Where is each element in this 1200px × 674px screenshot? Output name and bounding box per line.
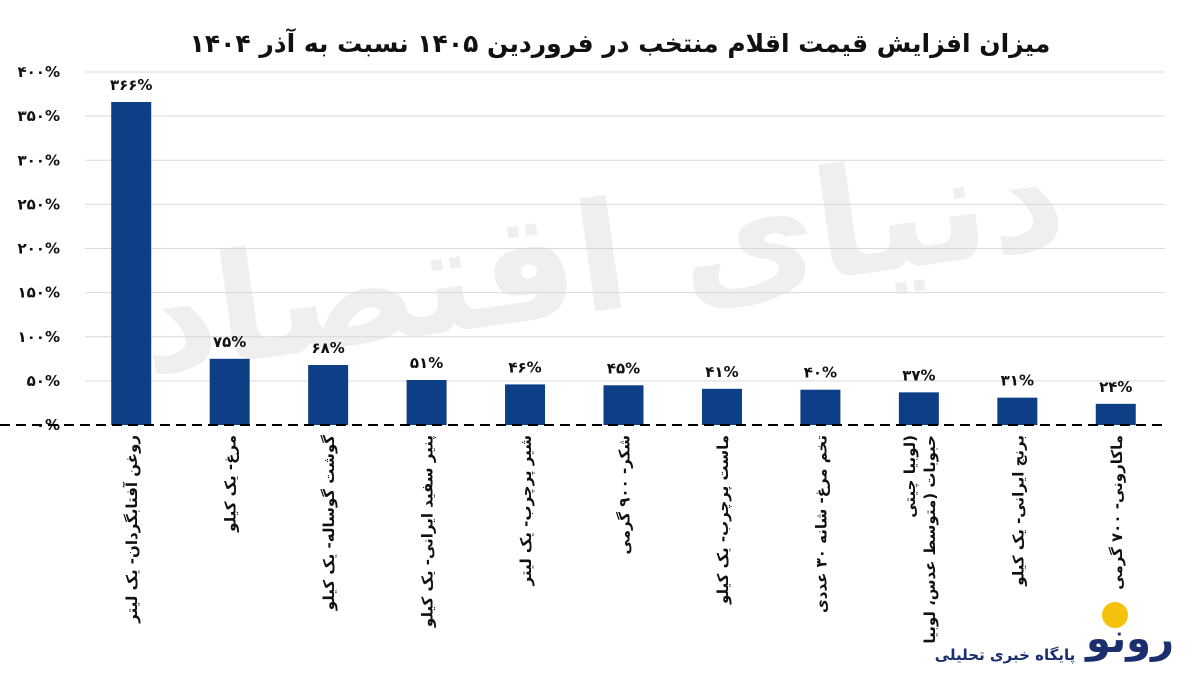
x-category-label: شیر پرچرب- یک لیتر bbox=[517, 435, 536, 586]
data-labels: ۳۶۶% ۷۵% ۶۸% ۵۱% ۴۶% ۴۵% ۴۱% ۴۰% ۳۷% ۳۱% ۲۴% bbox=[110, 76, 1132, 396]
bar bbox=[603, 385, 644, 425]
x-category-label: شکر- ۹۰۰ گرمی bbox=[616, 435, 634, 554]
x-category-label: حبوبات (متوسط عدس، لوبیا bbox=[921, 435, 939, 644]
logo-wordmark: رونو bbox=[1084, 616, 1174, 662]
bar bbox=[111, 102, 152, 425]
data-label: ۴۶% bbox=[508, 358, 541, 376]
y-tick-label: ۴۰۰% bbox=[18, 63, 61, 81]
x-category-label: روغن آفتابگردان- یک لیتر bbox=[123, 435, 141, 624]
data-label: ۴۱% bbox=[705, 363, 738, 381]
bar bbox=[997, 397, 1038, 425]
logo-tagline: پایگاه خبری تحلیلی bbox=[935, 646, 1076, 665]
data-label: ۴۰% bbox=[804, 364, 837, 382]
y-tick-label: ۲۰۰% bbox=[18, 240, 61, 258]
bar bbox=[406, 379, 447, 425]
y-axis: ۰% ۵۰% ۱۰۰% ۱۵۰% ۲۰۰% ۲۵۰% ۳۰۰% ۳۵۰% ۴۰۰% bbox=[18, 63, 61, 434]
y-tick-label: ۳۵۰% bbox=[18, 107, 61, 125]
x-category-label: ماست پرچرب- یک کیلو bbox=[714, 435, 733, 605]
bar bbox=[209, 358, 250, 425]
y-tick-label: ۵۰% bbox=[27, 372, 60, 390]
bar bbox=[701, 388, 742, 425]
data-label: ۲۴% bbox=[1099, 378, 1132, 396]
data-label: ۳۷% bbox=[902, 366, 935, 384]
y-tick-label: ۱۵۰% bbox=[18, 284, 61, 302]
y-tick-label: ۰% bbox=[36, 416, 60, 434]
watermark-text: دنیای اقتصاد bbox=[127, 108, 1075, 410]
bar bbox=[800, 389, 841, 425]
brand-logo: رونو پایگاه خبری تحلیلی bbox=[935, 602, 1174, 665]
x-category-label: لوبیا چیتی) bbox=[901, 435, 920, 518]
data-label: ۶۸% bbox=[311, 339, 344, 357]
grid-lines bbox=[85, 71, 1165, 382]
y-tick-label: ۱۰۰% bbox=[18, 328, 61, 346]
bar bbox=[505, 384, 546, 425]
x-category-label: تخم مرغ- شانه ۳۰ عددی bbox=[812, 435, 830, 613]
x-category-label: گوشت گوساله- یک کیلو bbox=[320, 435, 338, 612]
logo-sun-icon bbox=[1102, 602, 1128, 628]
bar bbox=[1095, 403, 1136, 425]
bars bbox=[111, 102, 1136, 425]
x-category-label: پنیر سفید ایرانی- یک کیلو bbox=[419, 435, 438, 628]
x-category-label: ماکارونی- ۷۰۰ گرمی bbox=[1108, 435, 1126, 590]
y-tick-label: ۳۰۰% bbox=[18, 151, 61, 169]
data-label: ۴۵% bbox=[607, 359, 640, 377]
data-label: ۳۶۶% bbox=[110, 76, 153, 94]
bar bbox=[308, 364, 349, 425]
chart-title: میزان افزایش قیمت اقلام منتخب در فروردین… bbox=[190, 28, 1051, 59]
y-tick-label: ۲۵۰% bbox=[18, 195, 61, 213]
data-label: ۳۱% bbox=[1001, 372, 1034, 390]
x-category-label: برنج ایرانی- یک کیلو bbox=[1009, 435, 1027, 587]
bar bbox=[898, 392, 939, 425]
x-category-label: مرغ- یک کیلو bbox=[222, 435, 240, 533]
data-label: ۷۵% bbox=[213, 333, 246, 351]
x-axis-category-labels: روغن آفتابگردان- یک لیتر مرغ- یک کیلو گوشت… bbox=[123, 435, 1126, 644]
data-label: ۵۱% bbox=[410, 354, 443, 372]
